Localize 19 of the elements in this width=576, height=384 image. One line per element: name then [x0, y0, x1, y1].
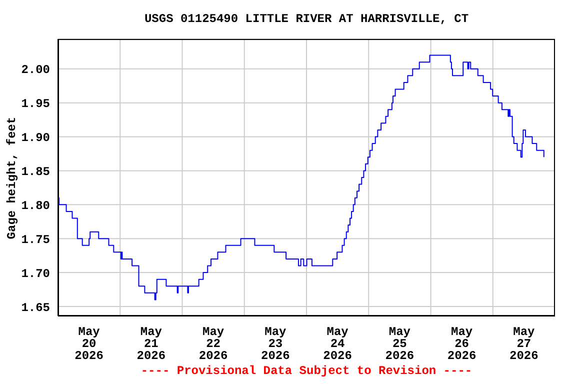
y-tick-label: 1.90	[21, 131, 50, 146]
y-tick-label: 2.00	[21, 63, 50, 78]
x-tick-label: May 27 2026	[510, 325, 538, 363]
y-tick-label: 1.75	[21, 232, 50, 247]
y-axis-title: Gage height, feet	[5, 116, 19, 239]
x-tick-label: May 21 2026	[136, 325, 166, 363]
y-tick-label: 1.80	[21, 198, 50, 213]
x-tick-label: May 24 2026	[323, 325, 352, 363]
x-tick-label: May 23 2026	[261, 325, 290, 363]
y-tick-label: 1.85	[21, 164, 50, 179]
x-tick-label: May 22 2026	[198, 325, 228, 363]
x-tick-label: May 20 2026	[74, 325, 104, 363]
x-tick-label: May 25 2026	[385, 325, 414, 363]
text: ---- Provisional Data Subject to Revision ----	[140, 364, 474, 378]
x-tick-label: May 26 2026	[447, 325, 476, 363]
chart-title: USGS 01125490 LITTLE RIVER AT HARRISVILLE, CT	[143, 12, 470, 26]
y-tick-label: 1.65	[21, 300, 50, 315]
y-tick-label: 1.70	[21, 266, 50, 281]
y-tick-label: 1.95	[21, 97, 50, 112]
